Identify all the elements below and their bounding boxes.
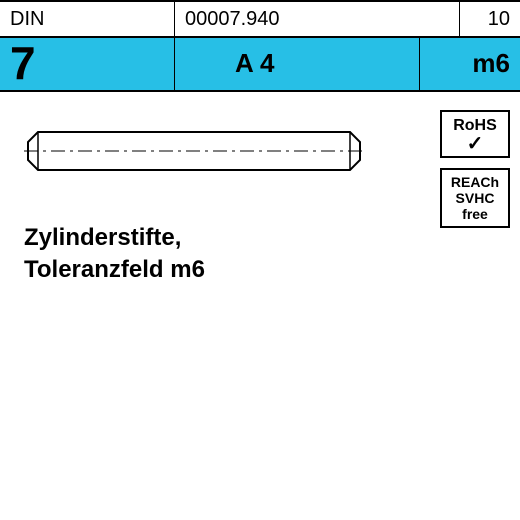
reach-line1: REACh xyxy=(451,174,499,190)
title-line-2: Toleranzfeld m6 xyxy=(24,254,205,286)
article-code: 00007.940 xyxy=(175,2,460,36)
reach-line2: SVHC xyxy=(456,190,495,206)
header-row-2: 7 A 4 m6 xyxy=(0,38,520,92)
main-panel: Zylinderstifte, Toleranzfeld m6 RoHS ✓ R… xyxy=(0,92,520,520)
product-title: Zylinderstifte, Toleranzfeld m6 xyxy=(24,222,205,287)
header-row-1: DIN 00007.940 10 xyxy=(0,2,520,38)
standard-number: 7 xyxy=(0,38,175,90)
header-right-code: 10 xyxy=(460,2,520,36)
check-icon: ✓ xyxy=(467,137,484,151)
spec-card: DIN 00007.940 10 7 A 4 m6 Zylinderstifte… xyxy=(0,0,520,520)
reach-badge: REACh SVHC free xyxy=(440,168,510,228)
standard-org: DIN xyxy=(0,2,175,36)
rohs-badge: RoHS ✓ xyxy=(440,110,510,158)
title-line-1: Zylinderstifte, xyxy=(24,222,205,254)
material-grade: A 4 xyxy=(175,38,420,90)
tolerance-class: m6 xyxy=(420,38,520,90)
pin-diagram xyxy=(24,122,364,180)
reach-line3: free xyxy=(462,206,488,222)
